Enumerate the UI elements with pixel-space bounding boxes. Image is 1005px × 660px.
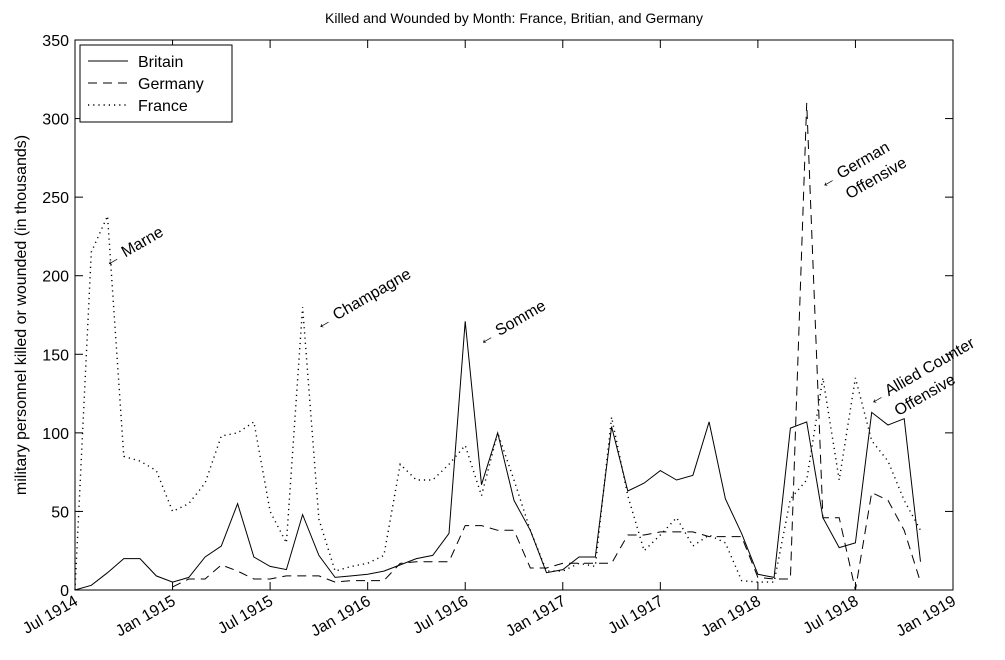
legend-label: Germany	[138, 76, 204, 93]
legend-label: Britain	[138, 54, 183, 71]
series-line	[172, 102, 921, 591]
y-tick-label: 200	[42, 269, 69, 286]
y-tick-label: 250	[42, 190, 69, 207]
legend-label: France	[138, 98, 188, 115]
chart-title: Killed and Wounded by Month: France, Bri…	[325, 10, 703, 26]
y-tick-label: 350	[42, 33, 69, 50]
y-tick-label: 150	[42, 347, 69, 364]
plot-frame	[74, 39, 954, 591]
y-tick-label: 100	[42, 426, 69, 443]
series-line	[74, 215, 922, 591]
y-tick-label: 300	[42, 112, 69, 129]
y-tick-label: 0	[60, 583, 69, 600]
y-axis-label: military personnel killed or wounded (in…	[13, 135, 30, 495]
series-line	[74, 321, 921, 591]
y-tick-label: 50	[51, 504, 69, 521]
